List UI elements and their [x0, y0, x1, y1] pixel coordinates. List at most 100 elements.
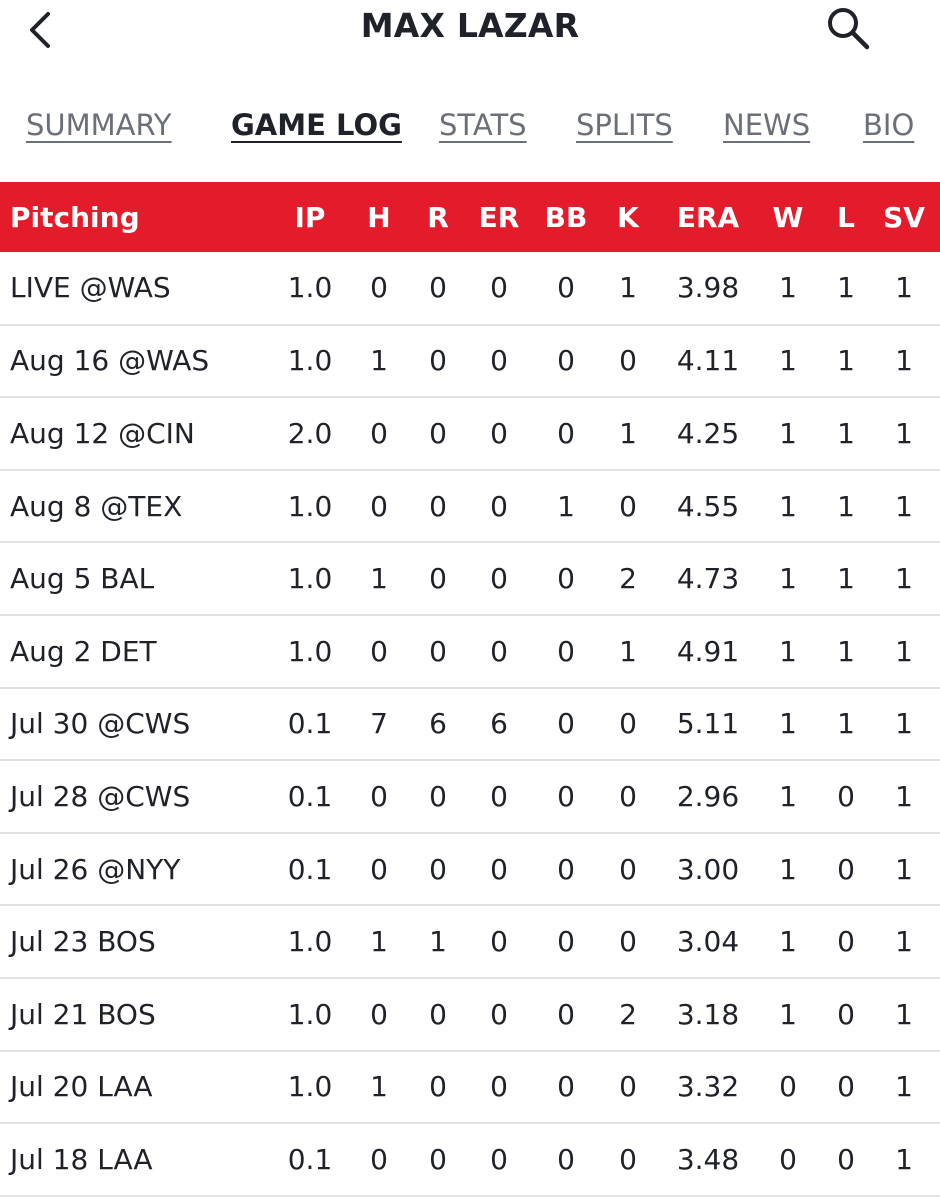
stat-cell-r: 0	[429, 562, 447, 596]
stat-cell-r: 0	[429, 1142, 447, 1176]
stat-cell-ip: 1.0	[287, 271, 333, 305]
stat-cell-era: 4.11	[676, 344, 740, 378]
stat-cell-era: 4.91	[676, 634, 740, 668]
column-header-era[interactable]: ERA	[676, 200, 740, 234]
table-row[interactable]: Jul 26 @NYY 0.1 0 0 0 0 0 3.00 1 0 1	[0, 833, 940, 906]
tab-stats[interactable]: STATS	[439, 108, 527, 142]
table-header-row: Pitching IP H R ER BB K ERA W L SV	[0, 182, 940, 252]
stat-cell-era: 2.96	[676, 779, 740, 813]
game-cell: Aug 16 @WAS	[10, 344, 210, 378]
game-cell: Aug 2 DET	[10, 634, 157, 668]
stat-cell-er: 0	[490, 344, 508, 378]
stat-cell-er: 0	[490, 562, 508, 596]
stat-cell-r: 0	[429, 779, 447, 813]
table-row[interactable]: Jul 23 BOS 1.0 1 1 0 0 0 3.04 1 0 1	[0, 905, 940, 978]
stat-cell-ip: 0.1	[287, 779, 333, 813]
stat-cell-era: 4.55	[676, 489, 740, 523]
stat-cell-k: 0	[619, 1142, 637, 1176]
column-header-ip[interactable]: IP	[294, 200, 326, 234]
stat-cell-r: 0	[429, 271, 447, 305]
stat-cell-er: 0	[490, 925, 508, 959]
stat-cell-l: 0	[837, 997, 855, 1031]
tab-summary[interactable]: SUMMARY	[26, 108, 172, 142]
stat-cell-ip: 1.0	[287, 344, 333, 378]
game-cell: Jul 23 BOS	[10, 925, 156, 959]
stat-cell-r: 1	[429, 925, 447, 959]
stat-cell-sv: 1	[895, 634, 913, 668]
page-title: MAX LAZAR	[360, 6, 580, 45]
column-header-r[interactable]: R	[427, 200, 449, 234]
table-row[interactable]: Aug 8 @TEX 1.0 0 0 0 1 0 4.55 1 1 1	[0, 470, 940, 543]
stat-cell-sv: 1	[895, 562, 913, 596]
stat-cell-l: 0	[837, 1070, 855, 1104]
stat-cell-bb: 0	[557, 271, 575, 305]
table-row[interactable]: Aug 12 @CIN 2.0 0 0 0 0 1 4.25 1 1 1	[0, 397, 940, 470]
tab-bar: SUMMARY GAME LOG STATS SPLITS NEWS BIO	[0, 108, 940, 158]
table-row[interactable]: Jul 18 LAA 0.1 0 0 0 0 0 3.48 0 0 1	[0, 1123, 940, 1196]
stat-cell-ip: 1.0	[287, 1070, 333, 1104]
column-header-k[interactable]: K	[617, 200, 639, 234]
stat-cell-l: 1	[837, 416, 855, 450]
stat-cell-l: 0	[837, 1142, 855, 1176]
stat-cell-er: 0	[490, 1142, 508, 1176]
stat-cell-bb: 0	[557, 707, 575, 741]
column-header-sv[interactable]: SV	[883, 200, 925, 234]
stat-cell-sv: 1	[895, 707, 913, 741]
game-cell: Jul 20 LAA	[10, 1070, 153, 1104]
stat-cell-k: 0	[619, 852, 637, 886]
table-row[interactable]: Jul 20 LAA 1.0 1 0 0 0 0 3.32 0 0 1	[0, 1051, 940, 1124]
stat-cell-er: 0	[490, 779, 508, 813]
stat-cell-l: 1	[837, 271, 855, 305]
stat-cell-r: 0	[429, 416, 447, 450]
stat-cell-era: 4.73	[676, 562, 740, 596]
stat-cell-w: 1	[779, 779, 797, 813]
column-header-er[interactable]: ER	[478, 200, 520, 234]
tab-splits[interactable]: SPLITS	[576, 108, 673, 142]
stat-cell-w: 1	[779, 416, 797, 450]
back-button[interactable]	[18, 6, 62, 54]
search-button[interactable]	[818, 0, 878, 56]
table-row[interactable]: Aug 16 @WAS 1.0 1 0 0 0 0 4.11 1 1 1	[0, 325, 940, 398]
table-row[interactable]: Jul 30 @CWS 0.1 7 6 6 0 0 5.11 1 1 1	[0, 688, 940, 761]
stat-cell-r: 6	[429, 707, 447, 741]
column-header-bb[interactable]: BB	[544, 200, 588, 234]
column-header-h[interactable]: H	[367, 200, 391, 234]
tab-news[interactable]: NEWS	[723, 108, 811, 142]
table-row[interactable]: Jul 21 BOS 1.0 0 0 0 0 2 3.18 1 0 1	[0, 978, 940, 1051]
stat-cell-l: 1	[837, 489, 855, 523]
stat-cell-l: 1	[837, 344, 855, 378]
stat-cell-w: 1	[779, 634, 797, 668]
stat-cell-bb: 1	[557, 489, 575, 523]
tab-bio[interactable]: BIO	[863, 108, 915, 142]
column-header-l[interactable]: L	[837, 200, 855, 234]
game-cell: LIVE @WAS	[10, 271, 171, 305]
stat-cell-er: 0	[490, 271, 508, 305]
table-row[interactable]: LIVE @WAS 1.0 0 0 0 0 1 3.98 1 1 1	[0, 252, 940, 325]
table-row[interactable]: Aug 2 DET 1.0 0 0 0 0 1 4.91 1 1 1	[0, 615, 940, 688]
stat-cell-bb: 0	[557, 1070, 575, 1104]
stat-cell-r: 0	[429, 489, 447, 523]
stat-cell-h: 0	[370, 634, 388, 668]
game-cell: Jul 21 BOS	[10, 997, 156, 1031]
table-row[interactable]: Aug 5 BAL 1.0 1 0 0 0 2 4.73 1 1 1	[0, 542, 940, 615]
stat-cell-era: 3.48	[676, 1142, 740, 1176]
stat-cell-ip: 1.0	[287, 997, 333, 1031]
stat-cell-l: 0	[837, 925, 855, 959]
stat-cell-h: 0	[370, 1142, 388, 1176]
stat-cell-bb: 0	[557, 779, 575, 813]
game-cell: Aug 5 BAL	[10, 562, 155, 596]
stat-cell-er: 6	[490, 707, 508, 741]
table-row[interactable]: Jul 28 @CWS 0.1 0 0 0 0 0 2.96 1 0 1	[0, 760, 940, 833]
stat-cell-ip: 1.0	[287, 489, 333, 523]
stat-cell-bb: 0	[557, 416, 575, 450]
stat-cell-l: 0	[837, 852, 855, 886]
stat-cell-sv: 1	[895, 271, 913, 305]
stat-cell-era: 4.25	[676, 416, 740, 450]
stat-cell-w: 1	[779, 489, 797, 523]
stat-cell-er: 0	[490, 997, 508, 1031]
column-header-pitching[interactable]: Pitching	[10, 200, 140, 234]
stat-cell-bb: 0	[557, 344, 575, 378]
column-header-w[interactable]: W	[772, 200, 804, 234]
stat-cell-er: 0	[490, 634, 508, 668]
tab-game-log[interactable]: GAME LOG	[231, 108, 402, 142]
